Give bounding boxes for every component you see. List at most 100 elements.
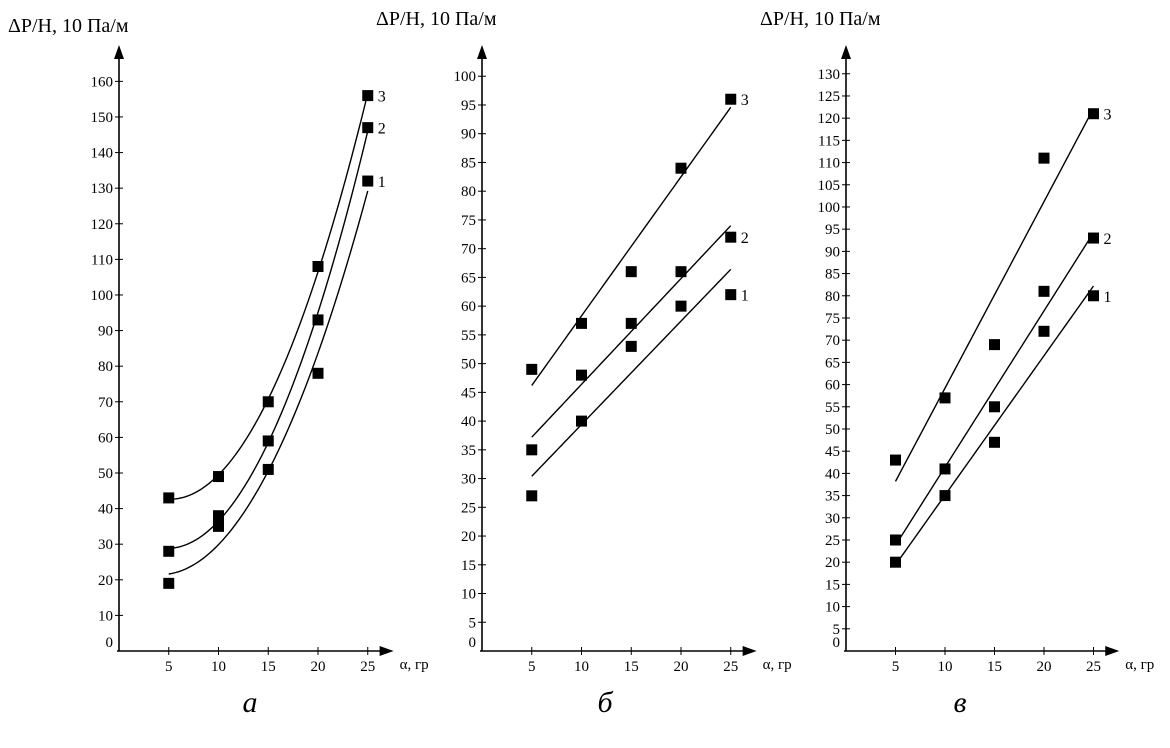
fit-line [531,225,732,438]
data-point [526,444,538,456]
y-tick-label: 45 [461,385,476,401]
y-tick-label: 120 [818,111,841,127]
data-point [163,492,175,504]
data-point [1088,232,1099,244]
data-point [989,401,1000,413]
data-point [1038,152,1050,164]
y-tick-label: 15 [461,558,476,574]
y-tick-label: 125 [818,89,841,105]
x-tick-label: 20 [674,659,689,675]
x-tick-label: 20 [1037,659,1052,675]
y-tick-label: 55 [825,400,840,416]
y-tick-label: 50 [825,422,840,438]
panel-label: а [243,686,258,719]
y-tick-label: 35 [825,489,840,505]
data-point [939,392,951,404]
series-2: 2 [890,231,1112,546]
data-point [526,363,538,375]
series-3: 3 [526,92,749,386]
series-label: 2 [1104,231,1112,248]
x-axis-label: α, гр [400,657,429,673]
y-tick-label: 100 [91,288,114,304]
data-point [989,339,1000,351]
y-tick-label: 105 [818,178,841,194]
data-point [312,260,324,272]
data-point [213,471,224,483]
data-point [526,490,538,502]
y-tick-label: 120 [91,217,114,233]
series-label: 3 [1104,107,1112,124]
y-tick-label: 20 [461,529,476,545]
y-tick-label: 100 [818,200,841,216]
data-point [625,317,637,329]
x-tick-label: 15 [261,659,276,675]
x-axis-arrow [742,646,757,656]
y-tick-label: 70 [461,242,476,258]
series-3: 3 [163,89,386,504]
y-tick-label: 65 [825,355,840,371]
y-tick-label: 75 [825,311,840,327]
data-point [262,463,274,475]
y-tick-label: 35 [461,443,476,459]
fit-line [894,285,1095,566]
series-3: 3 [890,107,1112,482]
series-1: 1 [163,174,386,589]
y-tick-label: 95 [461,98,476,114]
data-point [675,266,687,278]
y-tick-label: 15 [825,577,840,593]
fit-line [894,232,1095,546]
y-tick-label: 140 [91,146,114,162]
y-tick-label: 50 [461,357,476,373]
y-tick-label: 60 [825,378,840,394]
series-label: 1 [1104,289,1112,306]
chart-panel-3: 5101520253035404550556065707580859095100… [760,8,1154,719]
y-tick-label: 10 [825,600,840,616]
x-tick-label: 5 [528,659,536,675]
data-point [362,175,374,187]
data-point [890,556,901,568]
y-tick-label: 150 [91,110,114,126]
data-point [725,93,737,105]
y-tick-label: 30 [98,537,113,553]
y-tick-label: 115 [818,133,840,149]
data-point [213,520,224,532]
y-tick-label: 130 [91,181,114,197]
y-tick-label: 90 [825,244,840,260]
series-label: 2 [378,121,386,138]
data-point [890,454,901,466]
data-point [163,545,175,557]
chart-panel-1: 1020304050607080901001101201301401501600… [8,15,429,719]
y-tick-label: 5 [833,622,841,638]
x-tick-label: 10 [574,659,589,675]
y-tick-label: 10 [461,587,476,603]
y-axis-arrow [114,45,124,59]
x-axis-arrow [1105,646,1120,656]
x-tick-label: 5 [892,659,900,675]
y-tick-label: 160 [91,74,114,90]
data-point [725,289,737,301]
data-point [939,490,951,502]
data-point [725,231,737,243]
y-tick-label: 95 [825,222,840,238]
x-axis-label: α, гр [1125,657,1154,673]
x-tick-label: 25 [360,659,375,675]
y-tick-label: 55 [461,328,476,344]
y-tick-label: 80 [461,184,476,200]
chart-panel-2: 5101520253035404550556065707580859095100… [376,8,792,719]
series-2: 2 [163,121,386,557]
data-point [625,340,637,352]
series-label: 1 [741,288,749,305]
y-tick-label: 70 [825,333,840,349]
fit-line [531,268,732,477]
y-tick-label: 110 [818,156,840,172]
y-tick-label: 30 [461,472,476,488]
data-point [625,266,637,278]
y-tick-label: 20 [98,573,113,589]
data-point [576,369,587,381]
data-point [1088,108,1099,120]
fit-line [531,106,732,386]
fit-line [894,108,1095,482]
data-point [262,396,274,408]
y-tick-label: 50 [98,466,113,482]
